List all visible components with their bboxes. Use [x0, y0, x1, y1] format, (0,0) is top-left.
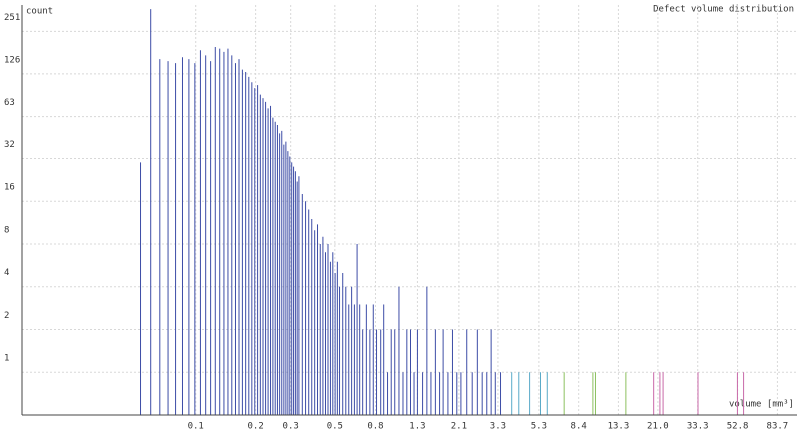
x-tick-label: 8.4 — [571, 422, 587, 432]
x-tick-label: 83.7 — [767, 422, 789, 432]
chart-title: Defect volume distribution — [653, 5, 794, 15]
x-tick-label: 0.3 — [283, 422, 299, 432]
y-tick-label: 251 — [4, 13, 20, 23]
y-tick-label: 63 — [4, 98, 15, 108]
y-tick-label: 8 — [4, 225, 9, 235]
x-tick-label: 2.1 — [451, 422, 467, 432]
x-tick-label: 0.5 — [327, 422, 343, 432]
x-tick-label: 21.0 — [647, 422, 669, 432]
x-tick-label: 33.3 — [687, 422, 709, 432]
y-axis-label: count — [26, 7, 53, 17]
y-tick-label: 2 — [4, 311, 9, 321]
y-tick-label: 32 — [4, 140, 15, 150]
x-axis-label: volume [mm³] — [729, 400, 794, 410]
x-tick-label: 13.3 — [608, 422, 630, 432]
x-tick-label: 5.3 — [531, 422, 547, 432]
y-tick-label: 126 — [4, 55, 20, 65]
x-tick-label: 1.3 — [409, 422, 425, 432]
y-tick-label: 1 — [4, 354, 9, 364]
x-tick-label: 3.3 — [490, 422, 506, 432]
x-tick-label: 0.8 — [367, 422, 383, 432]
x-tick-label: 52.8 — [727, 422, 749, 432]
y-tick-label: 4 — [4, 268, 9, 278]
x-tick-label: 0.1 — [188, 422, 204, 432]
x-tick-label: 0.2 — [248, 422, 264, 432]
y-tick-label: 16 — [4, 183, 15, 193]
